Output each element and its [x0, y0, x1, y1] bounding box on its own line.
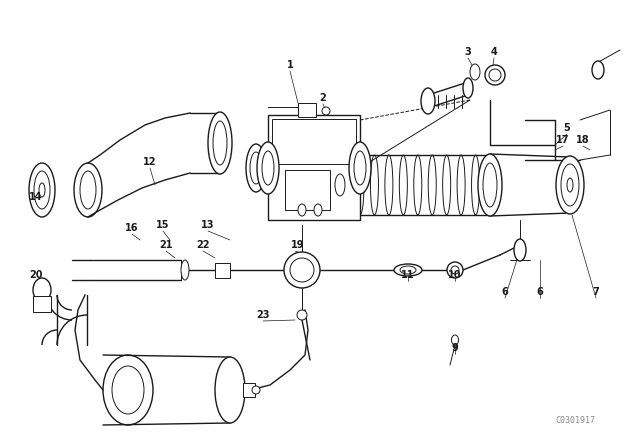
Bar [285, 170, 330, 210]
Text: 20: 20 [29, 270, 43, 280]
Ellipse shape [250, 152, 262, 184]
Bar [215, 263, 230, 278]
Bar [243, 383, 255, 397]
Text: 1: 1 [287, 60, 293, 70]
Ellipse shape [349, 142, 371, 194]
Ellipse shape [485, 65, 505, 85]
Ellipse shape [556, 156, 584, 214]
Ellipse shape [252, 386, 260, 394]
Text: 5: 5 [564, 123, 570, 133]
Text: 6: 6 [502, 287, 508, 297]
Text: 15: 15 [156, 220, 170, 230]
Ellipse shape [284, 252, 320, 288]
Text: 23: 23 [256, 310, 269, 320]
Ellipse shape [262, 151, 274, 185]
Text: 19: 19 [291, 240, 305, 250]
Ellipse shape [246, 144, 266, 192]
Ellipse shape [567, 178, 573, 192]
Text: 16: 16 [125, 223, 139, 233]
Ellipse shape [181, 260, 189, 280]
Ellipse shape [112, 366, 144, 414]
Ellipse shape [451, 266, 459, 274]
Ellipse shape [421, 88, 435, 114]
Text: 22: 22 [196, 240, 210, 250]
Ellipse shape [314, 204, 322, 216]
Text: 2: 2 [319, 93, 326, 103]
Ellipse shape [298, 204, 306, 216]
Text: C0301917: C0301917 [555, 415, 595, 425]
Ellipse shape [213, 121, 227, 165]
Bar [272, 119, 356, 164]
Ellipse shape [561, 164, 579, 206]
Text: 6: 6 [536, 287, 543, 297]
Ellipse shape [297, 310, 307, 320]
Ellipse shape [354, 151, 366, 185]
Text: 3: 3 [465, 47, 472, 57]
Text: 14: 14 [29, 192, 43, 202]
Ellipse shape [74, 163, 102, 217]
Text: 11: 11 [401, 270, 415, 280]
Ellipse shape [470, 64, 480, 80]
Text: 4: 4 [491, 47, 497, 57]
Text: 9: 9 [452, 343, 458, 353]
Text: 18: 18 [576, 135, 590, 145]
Ellipse shape [447, 262, 463, 278]
Ellipse shape [451, 335, 458, 345]
Bar [298, 103, 316, 117]
Ellipse shape [592, 61, 604, 79]
Ellipse shape [489, 69, 501, 81]
Ellipse shape [514, 239, 526, 261]
Text: 17: 17 [556, 135, 570, 145]
Ellipse shape [257, 142, 279, 194]
Text: 12: 12 [143, 157, 157, 167]
Ellipse shape [34, 171, 50, 209]
Text: 10: 10 [448, 270, 461, 280]
Text: 13: 13 [201, 220, 215, 230]
Ellipse shape [29, 163, 55, 217]
Ellipse shape [478, 154, 502, 216]
Ellipse shape [33, 278, 51, 302]
Ellipse shape [335, 174, 345, 196]
Ellipse shape [290, 258, 314, 282]
Ellipse shape [103, 355, 153, 425]
Text: 7: 7 [593, 287, 600, 297]
Ellipse shape [39, 183, 45, 197]
Ellipse shape [463, 78, 473, 98]
Ellipse shape [322, 107, 330, 115]
Bar [268, 115, 360, 220]
Text: 21: 21 [159, 240, 173, 250]
Bar [33, 296, 51, 312]
Ellipse shape [483, 163, 497, 207]
Ellipse shape [215, 357, 245, 423]
Ellipse shape [400, 266, 416, 274]
Polygon shape [88, 113, 190, 217]
Ellipse shape [80, 171, 96, 209]
Ellipse shape [394, 264, 422, 276]
Ellipse shape [208, 112, 232, 174]
